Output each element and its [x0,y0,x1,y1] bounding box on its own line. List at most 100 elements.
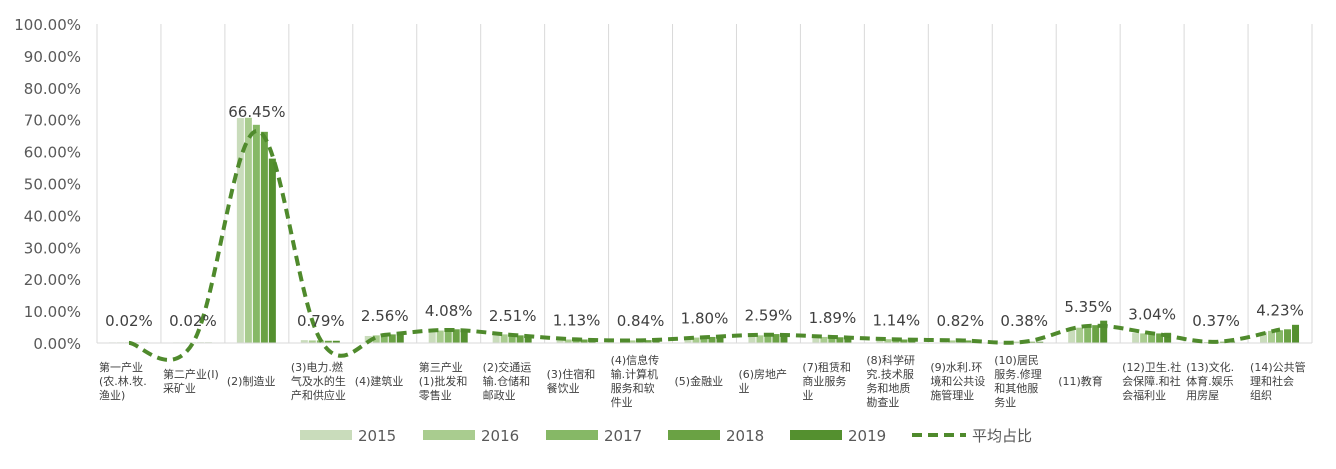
bar [820,336,828,343]
bar [1284,329,1292,343]
bar [684,337,692,343]
y-tick-label: 80.00% [24,80,81,98]
bar [1140,333,1148,343]
bar [516,335,524,343]
bar [236,118,244,343]
data-label: 2.51% [489,307,537,325]
bar [628,340,636,343]
bar [772,334,780,343]
y-tick-label: 50.00% [24,176,81,194]
x-tick-label: (10)居民服务.修理和其他服务业 [994,354,1042,409]
data-label: 1.80% [681,309,729,327]
x-tick-label: (2)交通运输.仓储和邮政业 [483,360,532,402]
bar [1076,327,1084,343]
bar [500,334,508,343]
y-tick-label: 70.00% [24,112,81,130]
data-labels: 0.02% 0.02% 66.45% 0.79% 2.56% 4.08% 2.51% 1.13… [105,103,1304,330]
bar [828,336,836,343]
bar [1268,330,1276,343]
bar [844,337,852,343]
bar [1084,326,1092,343]
x-tick-label: (2)制造业 [227,374,276,388]
x-tick-label: (6)房地产业 [738,367,787,395]
x-tick-label: (11)教育 [1058,374,1103,388]
bar [1292,324,1300,343]
bar [748,336,756,343]
legend-swatch [546,430,598,440]
bar [884,339,892,343]
data-label: 1.89% [809,309,857,327]
x-tick-label: (7)租赁和商业服务业 [802,360,851,402]
y-tick-label: 40.00% [24,207,81,225]
x-tick-label: 第一产业(农.林.牧.渔业) [99,360,147,402]
legend-label: 2016 [481,427,519,445]
bar [324,340,332,343]
bar [780,333,788,343]
data-label: 0.02% [169,312,217,330]
x-tick-label: (14)公共管理和社会组织 [1250,360,1306,402]
legend-label: 2017 [604,427,642,445]
data-label: 4.08% [425,302,473,320]
bar [260,131,268,343]
y-tick-label: 0.00% [33,335,81,353]
bar [444,329,452,343]
data-label: 2.56% [361,307,409,325]
bar [492,334,500,343]
y-tick-label: 100.00% [14,16,81,34]
bar [380,335,388,343]
bar [764,334,772,343]
x-tick-label: (5)金融业 [675,374,724,388]
legend-label: 平均占比 [972,427,1032,445]
bar [460,329,468,343]
x-tick-label: (8)科学研究.技术服务和地质勘查业 [866,353,915,409]
bar [964,340,972,343]
bar [1228,341,1236,343]
data-label: 0.84% [617,312,665,330]
data-label: 0.02% [105,312,153,330]
data-label: 5.35% [1064,298,1112,316]
data-label: 3.04% [1128,305,1176,323]
x-tick-label: (9)水利.环境和公共设施管理业 [930,361,985,402]
y-tick-label: 20.00% [24,271,81,289]
bar [268,158,276,343]
data-label: 2.59% [745,307,793,325]
legend-label: 2019 [848,427,886,445]
y-tick-label: 60.00% [24,144,81,162]
bar [556,339,564,343]
bar [812,336,820,343]
bar [644,340,652,343]
bar [716,336,724,343]
data-label: 0.37% [1192,312,1240,330]
x-tick-label: (4)建筑业 [355,374,404,388]
bar [708,336,716,343]
x-axis-ticks: 第一产业(农.林.牧.渔业) 第二产业(I)采矿业 (2)制造业 (3)电力.燃气及水… [99,353,1306,409]
x-tick-label: (3)住宿和餐饮业 [547,367,596,395]
bar [1220,341,1228,343]
bar [580,339,588,343]
legend-label: 2015 [358,427,396,445]
bar [756,335,764,343]
legend: 2015 2016 2017 2018 2019 平均占比 [300,427,1032,445]
bar [1100,320,1108,343]
bar [564,339,572,343]
bar [372,335,380,343]
data-label: 66.45% [228,103,285,121]
x-tick-label: (3)电力.燃气及水的生产和供应业 [291,360,346,402]
bar [900,339,908,343]
y-tick-label: 10.00% [24,303,81,321]
bar [508,335,516,343]
y-tick-label: 90.00% [24,48,81,66]
legend-swatch [668,430,720,440]
grid-lines [96,24,1313,343]
bar [1156,333,1164,343]
bar [332,340,340,343]
data-label: 0.79% [297,312,345,330]
bar [308,340,316,343]
bar [836,337,844,343]
bar [1028,341,1036,343]
bar [436,330,444,343]
x-tick-label: 第二产业(I)采矿业 [163,367,219,395]
bar [524,336,532,343]
bar [1148,333,1156,343]
